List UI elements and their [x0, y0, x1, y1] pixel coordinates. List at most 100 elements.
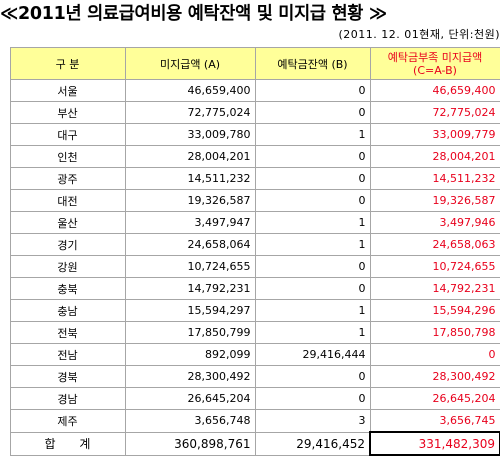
total-shortfall-cell[interactable]: 331,482,309 [369, 431, 500, 456]
table-row: 광주 14,511,232 0 14,511,232 [0, 167, 500, 190]
unpaid-cell[interactable]: 14,511,232 [124, 167, 256, 190]
region-cell[interactable]: 충남 [9, 299, 126, 322]
unpaid-cell[interactable]: 14,792,231 [124, 277, 256, 300]
region-cell[interactable]: 울산 [9, 211, 126, 234]
unpaid-cell[interactable]: 10,724,655 [124, 255, 256, 278]
header-unpaid-a[interactable]: 미지급액 (A) [124, 47, 256, 80]
region-cell[interactable]: 전북 [9, 321, 126, 344]
row-gutter [0, 189, 10, 212]
deposit-cell[interactable]: 1 [254, 123, 371, 146]
region-cell[interactable]: 대구 [9, 123, 126, 146]
unpaid-cell[interactable]: 72,775,024 [124, 101, 256, 124]
shortfall-cell[interactable]: 3,497,946 [369, 211, 500, 234]
region-cell[interactable]: 광주 [9, 167, 126, 190]
table-row: 경북 28,300,492 0 28,300,492 [0, 365, 500, 388]
row-gutter [0, 47, 10, 80]
shortfall-cell[interactable]: 15,594,296 [369, 299, 500, 322]
region-cell[interactable]: 경기 [9, 233, 126, 256]
data-table: 구 분 미지급액 (A) 예탁금잔액 (B) 예탁금부족 미지급액 (C=A-B… [0, 47, 500, 456]
deposit-cell[interactable]: 0 [254, 255, 371, 278]
deposit-cell[interactable]: 0 [254, 145, 371, 168]
row-gutter [0, 145, 10, 168]
table-row: 인천 28,004,201 0 28,004,201 [0, 145, 500, 168]
table-row: 서울 46,659,400 0 46,659,400 [0, 79, 500, 102]
unpaid-cell[interactable]: 3,656,748 [124, 409, 256, 433]
deposit-cell[interactable]: 0 [254, 79, 371, 102]
unpaid-cell[interactable]: 17,850,799 [124, 321, 256, 344]
shortfall-cell[interactable]: 14,792,231 [369, 277, 500, 300]
region-cell[interactable]: 부산 [9, 101, 126, 124]
deposit-cell[interactable]: 1 [254, 321, 371, 344]
total-unpaid-cell[interactable]: 360,898,761 [124, 431, 256, 456]
row-gutter [0, 211, 10, 234]
row-gutter [0, 167, 10, 190]
unpaid-cell[interactable]: 24,658,064 [124, 233, 256, 256]
row-gutter [0, 255, 10, 278]
header-shortfall-formula: (C=A-B) [413, 63, 457, 77]
shortfall-cell[interactable]: 24,658,063 [369, 233, 500, 256]
unpaid-cell[interactable]: 3,497,947 [124, 211, 256, 234]
shortfall-cell[interactable]: 33,009,779 [369, 123, 500, 146]
unpaid-cell[interactable]: 28,004,201 [124, 145, 256, 168]
table-row: 충남 15,594,297 1 15,594,296 [0, 299, 500, 322]
unpaid-cell[interactable]: 26,645,204 [124, 387, 256, 410]
region-cell[interactable]: 충북 [9, 277, 126, 300]
deposit-cell[interactable]: 0 [254, 387, 371, 410]
row-gutter [0, 233, 10, 256]
unpaid-cell[interactable]: 892,099 [124, 343, 256, 366]
total-label-cell[interactable]: 합 계 [9, 431, 126, 456]
shortfall-cell[interactable]: 28,004,201 [369, 145, 500, 168]
header-category[interactable]: 구 분 [9, 47, 126, 80]
total-deposit-cell[interactable]: 29,416,452 [254, 431, 371, 456]
spreadsheet: 구 분 미지급액 (A) 예탁금잔액 (B) 예탁금부족 미지급액 (C=A-B… [0, 47, 500, 456]
row-gutter [0, 277, 10, 300]
deposit-cell[interactable]: 0 [254, 167, 371, 190]
row-gutter [0, 409, 10, 432]
shortfall-cell[interactable]: 3,656,745 [369, 409, 500, 433]
deposit-cell[interactable]: 0 [254, 365, 371, 388]
header-shortfall-c[interactable]: 예탁금부족 미지급액 (C=A-B) [369, 47, 500, 80]
shortfall-cell[interactable]: 0 [369, 343, 500, 366]
region-cell[interactable]: 전남 [9, 343, 126, 366]
row-gutter [0, 365, 10, 388]
total-row: 합 계 360,898,761 29,416,452 331,482,309 [0, 431, 500, 456]
region-cell[interactable]: 인천 [9, 145, 126, 168]
page-title: ≪2011년 의료급여비용 예탁잔액 및 미지급 현황 ≫ [0, 4, 387, 24]
shortfall-cell[interactable]: 46,659,400 [369, 79, 500, 102]
row-gutter [0, 321, 10, 344]
shortfall-cell[interactable]: 17,850,798 [369, 321, 500, 344]
row-gutter [0, 432, 10, 455]
table-row: 강원 10,724,655 0 10,724,655 [0, 255, 500, 278]
table-row: 충북 14,792,231 0 14,792,231 [0, 277, 500, 300]
region-cell[interactable]: 서울 [9, 79, 126, 102]
deposit-cell[interactable]: 1 [254, 233, 371, 256]
deposit-cell[interactable]: 29,416,444 [254, 343, 371, 366]
deposit-cell[interactable]: 0 [254, 101, 371, 124]
table-row: 울산 3,497,947 1 3,497,946 [0, 211, 500, 234]
region-cell[interactable]: 대전 [9, 189, 126, 212]
deposit-cell[interactable]: 1 [254, 299, 371, 322]
unpaid-cell[interactable]: 33,009,780 [124, 123, 256, 146]
region-cell[interactable]: 경남 [9, 387, 126, 410]
shortfall-cell[interactable]: 72,775,024 [369, 101, 500, 124]
unpaid-cell[interactable]: 28,300,492 [124, 365, 256, 388]
shortfall-cell[interactable]: 14,511,232 [369, 167, 500, 190]
header-shortfall-label: 예탁금부족 미지급액 [387, 50, 483, 64]
unpaid-cell[interactable]: 46,659,400 [124, 79, 256, 102]
shortfall-cell[interactable]: 19,326,587 [369, 189, 500, 212]
deposit-cell[interactable]: 0 [254, 277, 371, 300]
unpaid-cell[interactable]: 19,326,587 [124, 189, 256, 212]
region-cell[interactable]: 제주 [9, 409, 126, 433]
deposit-cell[interactable]: 1 [254, 211, 371, 234]
region-cell[interactable]: 강원 [9, 255, 126, 278]
shortfall-cell[interactable]: 26,645,204 [369, 387, 500, 410]
shortfall-cell[interactable]: 28,300,492 [369, 365, 500, 388]
unpaid-cell[interactable]: 15,594,297 [124, 299, 256, 322]
table-row: 경남 26,645,204 0 26,645,204 [0, 387, 500, 410]
deposit-cell[interactable]: 0 [254, 189, 371, 212]
header-deposit-b[interactable]: 예탁금잔액 (B) [254, 47, 371, 80]
region-cell[interactable]: 경북 [9, 365, 126, 388]
unit-note: (2011. 12. 01현재, 단위:천원) [338, 28, 500, 41]
deposit-cell[interactable]: 3 [254, 409, 371, 433]
shortfall-cell[interactable]: 10,724,655 [369, 255, 500, 278]
